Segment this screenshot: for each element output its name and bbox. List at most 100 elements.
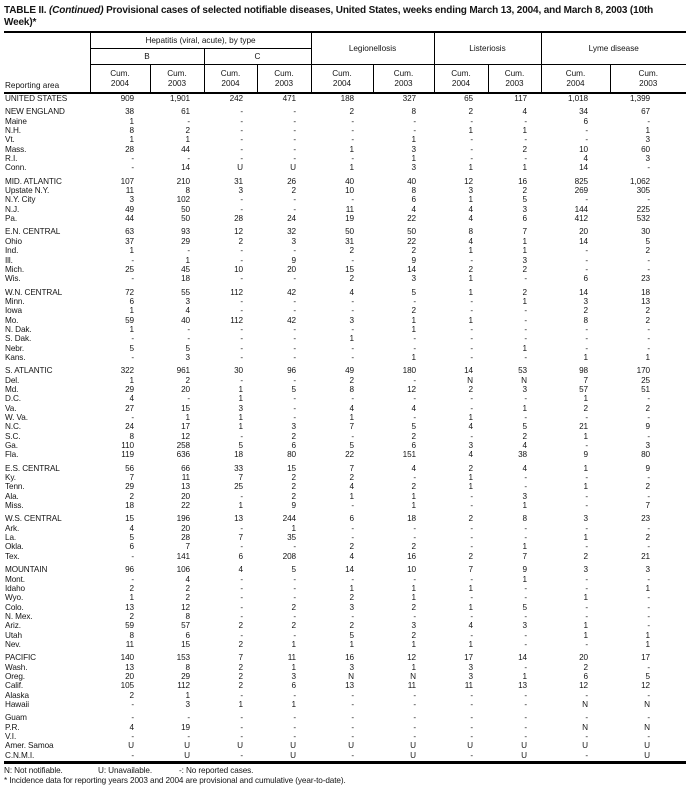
value-cell: 67 <box>641 107 650 117</box>
value-cell: 3 <box>645 565 651 575</box>
value-cell: 1 <box>185 255 191 265</box>
reporting-area-cell: Hawaii <box>5 699 29 709</box>
table-row: Minn. 6 3- - - - -1 3 13 <box>4 297 686 306</box>
value-cell: 3 <box>411 163 417 173</box>
value-cell: 2 <box>411 482 417 492</box>
value-cell: 93 <box>181 227 190 237</box>
value-cell: 10 <box>407 565 416 575</box>
reporting-area-cell: Calif. <box>5 681 24 691</box>
value-cell: 49 <box>345 366 354 376</box>
value-cell: 4 <box>129 394 135 404</box>
value-cell: - <box>293 343 296 353</box>
value-cell: 50 <box>181 214 190 224</box>
value-cell: 61 <box>181 107 190 117</box>
value-cell: 8 <box>185 611 191 621</box>
value-cell: 27 <box>125 403 134 413</box>
value-cell: 22 <box>407 236 416 246</box>
value-cell: 13 <box>234 514 243 524</box>
reporting-area-cell: Oreg. <box>5 671 25 681</box>
value-cell: 305 <box>636 186 650 196</box>
value-cell: 7 <box>238 533 244 543</box>
value-cell: - <box>524 482 527 492</box>
value-cell: 1 <box>238 413 244 422</box>
value-cell: 50 <box>345 227 354 237</box>
value-cell: 2 <box>349 375 355 385</box>
value-cell: 5 <box>411 422 417 432</box>
value-cell: 471 <box>282 94 296 103</box>
value-cell: 2 <box>645 246 651 256</box>
value-cell: - <box>524 274 527 284</box>
value-cell: 10 <box>345 186 354 196</box>
table-row: Ind. 1 - - - 2 2 1 1 - 2 <box>4 246 686 255</box>
value-cell: N <box>410 671 416 681</box>
value-cell: 1 <box>129 593 135 603</box>
value-cell: 3 <box>468 671 474 681</box>
reporting-area-cell: Maine <box>5 116 27 126</box>
value-cell: - <box>351 431 354 441</box>
value-cell: - <box>351 501 354 511</box>
value-cell: - <box>240 324 243 334</box>
value-cell: 1 <box>468 195 474 205</box>
value-cell: - <box>240 574 243 584</box>
value-cell: 1 <box>522 671 528 681</box>
value-cell: 12 <box>234 227 243 237</box>
value-cell: - <box>293 296 296 306</box>
value-cell: - <box>351 533 354 543</box>
value-cell: - <box>647 713 650 723</box>
value-cell: - <box>470 491 473 501</box>
value-cell: - <box>351 343 354 353</box>
value-cell: 11 <box>125 186 134 196</box>
value-cell: 4 <box>522 107 528 117</box>
value-cell: 1 <box>129 375 135 385</box>
value-cell: - <box>293 690 296 700</box>
value-cell: - <box>240 431 243 441</box>
value-cell: 56 <box>125 463 134 473</box>
value-cell: 34 <box>579 107 588 117</box>
value-cell: - <box>585 713 588 723</box>
value-cell: 11 <box>287 653 296 663</box>
value-cell: - <box>240 144 243 154</box>
value-cell: 18 <box>181 274 190 284</box>
reporting-area-cell: W.S. CENTRAL <box>5 514 62 524</box>
value-cell: - <box>647 413 650 422</box>
value-cell: 2 <box>238 671 244 681</box>
value-cell: 4 <box>411 204 417 214</box>
value-cell: 6 <box>411 441 417 451</box>
value-cell: 12 <box>579 681 588 691</box>
value-cell: 2 <box>645 482 651 492</box>
value-cell: N <box>644 699 650 709</box>
value-cell: 2 <box>522 186 528 196</box>
value-cell: - <box>413 116 416 126</box>
reporting-area-cell: N.C. <box>5 422 21 432</box>
value-cell: 4 <box>185 306 191 316</box>
value-cell: 3 <box>522 255 528 265</box>
value-cell: 2 <box>291 186 297 196</box>
value-cell: 16 <box>407 551 416 561</box>
value-cell: - <box>647 473 650 483</box>
value-cell: 3 <box>522 384 528 394</box>
legionellosis-group-header: Legionellosis <box>310 32 434 65</box>
value-cell: U <box>467 741 473 751</box>
value-cell: 29 <box>125 482 134 492</box>
value-cell: - <box>647 264 650 274</box>
reporting-area-cell: Vt. <box>5 135 15 145</box>
table-row: Del. 1 2 - - 2 - N N 7 25 <box>4 376 686 385</box>
reporting-area-cell: S. ATLANTIC <box>5 366 53 376</box>
value-cell: - <box>647 611 650 621</box>
reporting-area-cell: N.Y. City <box>5 195 36 205</box>
value-cell: - <box>240 732 243 741</box>
value-cell: - <box>293 246 296 256</box>
value-cell: 9 <box>411 255 417 265</box>
reporting-area-cell: Wis. <box>5 274 21 284</box>
value-cell: 6 <box>291 441 297 451</box>
value-cell: 3 <box>349 662 355 672</box>
value-cell: 8 <box>583 315 589 325</box>
value-cell: - <box>413 722 416 732</box>
value-cell: - <box>413 611 416 621</box>
reporting-area-cell: Del. <box>5 375 20 385</box>
value-cell: 26 <box>287 176 296 186</box>
value-cell: 15 <box>345 264 354 274</box>
value-cell: - <box>293 713 296 723</box>
value-cell: 17 <box>464 653 473 663</box>
reporting-area-cell: Tex. <box>5 551 20 561</box>
